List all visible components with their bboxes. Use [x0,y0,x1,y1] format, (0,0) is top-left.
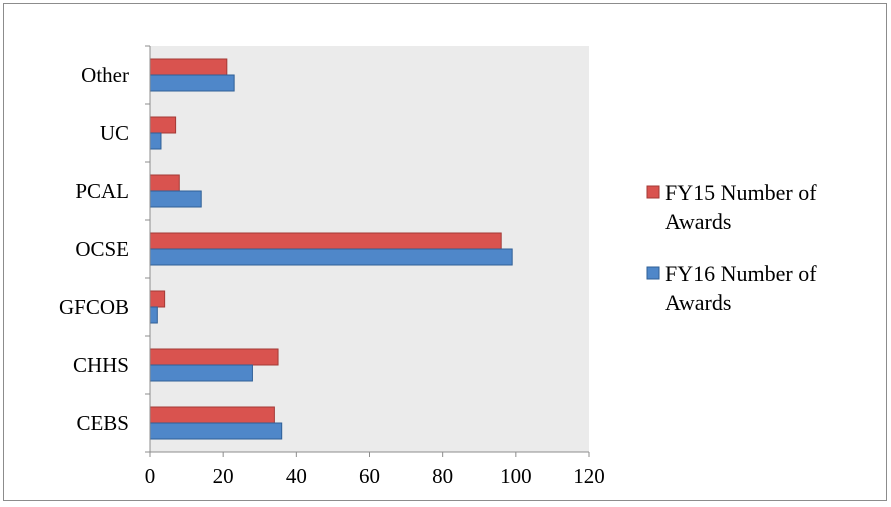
bar-fy15-cebs [149,406,275,424]
category-label-gfcob: GFCOB [59,295,129,319]
x-tick-label-120: 120 [573,464,605,488]
bar-fy15-other [149,58,228,76]
x-tick-label-80: 80 [432,464,453,488]
category-label-ocse: OCSE [75,237,129,261]
bar-fy15-chhs [149,348,279,366]
bar-fy16-other [149,74,235,92]
legend-label-fy15-line2: Awards [665,209,731,234]
bar-fy15-uc [149,116,177,134]
x-tick-label-60: 60 [359,464,380,488]
category-label-other: Other [81,63,129,87]
bar-fy16-cebs [149,422,283,440]
category-label-uc: UC [100,121,129,145]
bars-layer [149,58,513,440]
legend-label-fy16-line2: Awards [665,290,731,315]
bar-fy15-gfcob [149,290,166,308]
legend: FY15 Number of Awards FY16 Number of Awards [646,180,817,315]
bar-fy16-uc [149,132,162,150]
bar-fy16-pcal [149,190,202,208]
category-label-pcal: PCAL [75,179,129,203]
awards-bar-chart: CEBS CHHS GFCOB OCSE PCAL UC Other 0 20 40 60 80 10… [59,45,817,488]
chart-frame: CEBS CHHS GFCOB OCSE PCAL UC Other 0 20 40 60 80 10… [3,3,887,501]
legend-swatch-fy15 [646,185,660,199]
category-label-cebs: CEBS [76,411,129,435]
legend-label-fy16-line1: FY16 Number of [665,261,817,286]
y-axis: CEBS CHHS GFCOB OCSE PCAL UC Other [59,45,150,453]
x-tick-label-20: 20 [213,464,234,488]
x-tick-label-100: 100 [500,464,532,488]
bar-fy15-pcal [149,174,180,192]
x-tick-label-40: 40 [286,464,307,488]
bar-fy16-ocse [149,248,513,266]
x-axis: 0 20 40 60 80 100 120 [145,452,605,488]
bar-fy16-gfcob [149,306,158,324]
bar-fy16-chhs [149,364,253,382]
category-label-chhs: CHHS [73,353,129,377]
legend-label-fy15-line1: FY15 Number of [665,180,817,205]
bar-fy15-ocse [149,232,502,250]
x-tick-label-0: 0 [145,464,156,488]
legend-swatch-fy16 [646,266,660,280]
